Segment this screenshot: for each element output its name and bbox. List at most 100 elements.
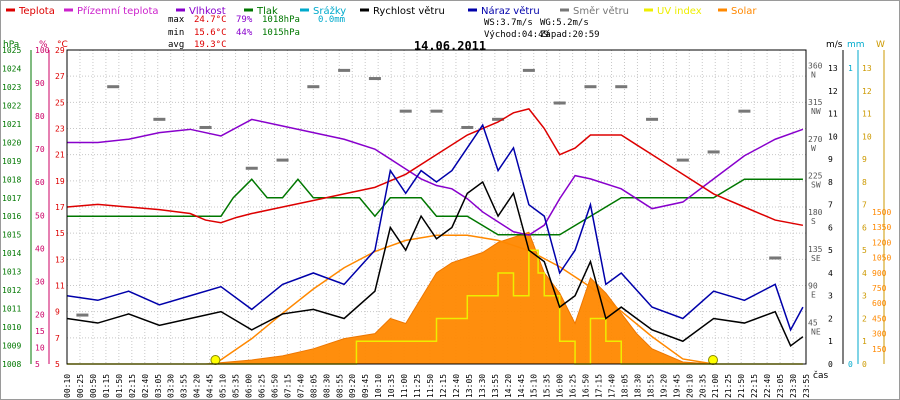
sun-marker bbox=[210, 355, 221, 365]
tick-direction-deg: 180 bbox=[808, 208, 823, 217]
tick-wind: 10 bbox=[828, 132, 838, 141]
tick-time: 23:05 bbox=[776, 374, 785, 398]
legend-label: Tlak bbox=[256, 6, 278, 17]
tick-temperature: 7 bbox=[55, 334, 60, 343]
tick-wind: 6 bbox=[828, 223, 833, 232]
tick-time: 19:20 bbox=[659, 374, 668, 398]
tick-pressure: 1019 bbox=[2, 157, 21, 166]
tick-uv: 3 bbox=[862, 292, 867, 301]
series-náraz-větru bbox=[66, 123, 804, 332]
legend-item: Vlhkost bbox=[176, 6, 226, 17]
tick-wind: 5 bbox=[828, 246, 833, 255]
tick-pressure: 1022 bbox=[2, 101, 21, 110]
tick-temperature: 27 bbox=[55, 72, 65, 81]
series-teplota bbox=[66, 108, 804, 227]
wind-direction-mark bbox=[738, 109, 751, 113]
wind-direction-mark bbox=[276, 158, 289, 162]
tick-time: 20:10 bbox=[685, 374, 694, 398]
legend-item: Rychlost větru bbox=[360, 5, 445, 17]
axis-unit-humidity: % bbox=[39, 40, 48, 50]
series-vlhkost bbox=[67, 118, 804, 236]
tick-uv: 0 bbox=[862, 360, 867, 369]
tick-direction-name: NW bbox=[811, 107, 821, 116]
tick-time: 11:25 bbox=[413, 374, 422, 398]
tick-direction-name: NE bbox=[811, 327, 821, 336]
tick-pressure: 1009 bbox=[2, 342, 21, 351]
tick-pressure: 1015 bbox=[2, 231, 21, 240]
tick-direction-deg: 360 bbox=[808, 61, 823, 70]
legend-item: Směr větru bbox=[560, 5, 629, 17]
tick-time: 01:15 bbox=[102, 374, 111, 398]
stat-text: max bbox=[168, 15, 185, 25]
wind-direction-mark bbox=[153, 117, 166, 121]
tick-rain: 0 bbox=[848, 360, 853, 369]
tick-time: 10:10 bbox=[374, 374, 383, 398]
wind-direction-mark bbox=[107, 85, 120, 89]
wind-direction-mark bbox=[676, 158, 689, 162]
legend: Teplota Přízemní teplota Vlhkost Tlak Srážky… bbox=[6, 5, 757, 17]
tick-time: 13:05 bbox=[465, 374, 474, 398]
tick-pressure: 1023 bbox=[2, 83, 21, 92]
legend-label: Náraz větru bbox=[481, 5, 540, 17]
wind-direction-mark bbox=[584, 85, 597, 89]
legend-label: Směr větru bbox=[573, 5, 629, 17]
tick-direction-deg: 45 bbox=[808, 318, 818, 327]
tick-time: 21:00 bbox=[711, 374, 720, 398]
tick-time: 04:20 bbox=[193, 374, 202, 398]
stat-text: 1015hPa bbox=[262, 28, 300, 38]
tick-direction-name: SW bbox=[811, 180, 821, 189]
stat-text: 79% bbox=[236, 15, 253, 25]
wind-direction-mark bbox=[199, 125, 212, 129]
tick-temperature: 25 bbox=[55, 98, 65, 107]
tick-humidity: 50 bbox=[35, 211, 45, 220]
tick-pressure: 1010 bbox=[2, 323, 21, 332]
wind-direction-mark bbox=[399, 109, 412, 113]
tick-humidity: 100 bbox=[35, 46, 50, 55]
tick-time: 22:15 bbox=[750, 374, 759, 398]
tick-time: 03:30 bbox=[167, 374, 176, 398]
tick-rain: 1 bbox=[848, 64, 853, 73]
axis-unit-pressure: hPa bbox=[3, 40, 19, 50]
tick-solar: 150 bbox=[872, 345, 887, 354]
tick-pressure: 1020 bbox=[2, 138, 21, 147]
axis-unit-wind: m/s bbox=[826, 40, 843, 50]
tick-wind: 1 bbox=[828, 337, 833, 346]
tick-time: 15:35 bbox=[543, 374, 552, 398]
tick-temperature: 17 bbox=[55, 203, 65, 212]
legend-item: Přízemní teplota bbox=[64, 5, 159, 17]
tick-pressure: 1011 bbox=[2, 305, 21, 314]
tick-pressure: 1008 bbox=[2, 360, 21, 369]
stat-text: 15.6°C bbox=[194, 28, 227, 38]
tick-temperature: 21 bbox=[55, 151, 65, 160]
tick-time: 07:15 bbox=[283, 374, 292, 398]
tick-solar: 300 bbox=[872, 330, 887, 339]
wind-direction-mark bbox=[646, 117, 659, 121]
tick-wind: 9 bbox=[828, 155, 833, 164]
tick-time: 02:15 bbox=[128, 374, 137, 398]
tick-pressure: 1024 bbox=[2, 64, 21, 73]
tick-time: 16:50 bbox=[582, 374, 591, 398]
tick-direction-name: E bbox=[811, 291, 816, 300]
tick-humidity: 30 bbox=[35, 277, 45, 286]
tick-uv: 1 bbox=[862, 337, 867, 346]
stat-text: min bbox=[168, 28, 184, 38]
tick-time: 02:40 bbox=[141, 374, 150, 398]
legend-label: Teplota bbox=[18, 6, 55, 17]
tick-time: 17:40 bbox=[608, 374, 617, 398]
tick-humidity: 20 bbox=[35, 310, 45, 319]
tick-pressure: 1017 bbox=[2, 194, 21, 203]
tick-time: 01:50 bbox=[115, 374, 124, 398]
tick-pressure: 1018 bbox=[2, 175, 21, 184]
tick-temperature: 13 bbox=[55, 255, 65, 264]
wind-direction-mark bbox=[338, 68, 351, 72]
tick-time: 13:30 bbox=[478, 374, 487, 398]
tick-time: 08:05 bbox=[309, 374, 318, 398]
tick-time: 18:55 bbox=[646, 374, 655, 398]
tick-time: 21:25 bbox=[724, 374, 733, 398]
stat-text: 0.0mm bbox=[318, 15, 345, 25]
legend-item: Tlak bbox=[244, 6, 278, 17]
legend-label: Solar bbox=[731, 6, 757, 17]
tick-temperature: 9 bbox=[55, 308, 60, 317]
tick-uv: 9 bbox=[862, 155, 867, 164]
